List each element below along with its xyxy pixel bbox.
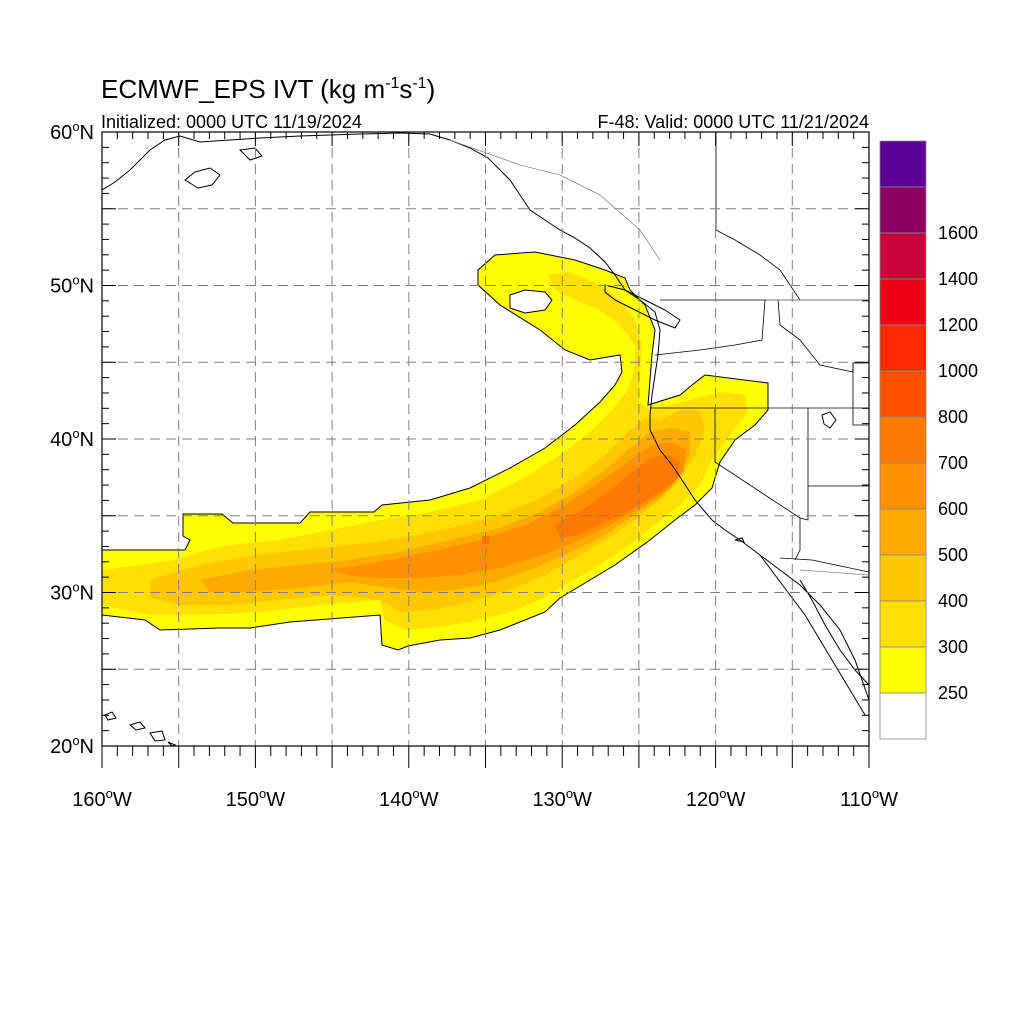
map-title: ECMWF_EPS IVT (kg m-1s-1) [101,74,435,104]
map-gridlines [102,132,869,746]
minor-borders [449,139,869,576]
color-legend: 250 300 400 500 600 700 800 1000 1200 1400 1600 [879,140,978,740]
legend-label: 400 [938,591,968,611]
legend-swatch [879,554,927,602]
lat-tick-label: 30oN [50,580,94,605]
initialized-label: Initialized: 0000 UTC 11/19/2024 [101,112,362,132]
lat-tick-label: 20oN [50,733,94,758]
lon-axis-labels: 160oW 150oW 140oW 130oW 120oW 110oW [72,786,898,811]
ivt-fill-500 [200,428,690,592]
legend-swatch [879,508,927,556]
legend-label: 300 [938,637,968,657]
legend-label: 250 [938,683,968,703]
axis-ticks [101,131,870,768]
legend-swatch [879,186,927,234]
ivt-hole [509,289,553,314]
legend-swatch [879,324,927,372]
legend-label: 800 [938,407,968,427]
valid-label: F-48: Valid: 0000 UTC 11/21/2024 [598,112,870,132]
lon-tick-label: 150oW [226,786,286,811]
coastlines [102,132,869,746]
legend-label: 600 [938,499,968,519]
legend-swatch [879,140,927,188]
legend-swatch [879,462,927,510]
legend-swatch [879,232,927,280]
lat-tick-label: 50oN [50,273,94,298]
legend-swatch [879,646,927,694]
ivt-fill-400 [150,410,705,612]
lon-tick-label: 110oW [840,786,898,811]
legend-label: 500 [938,545,968,565]
legend-swatch [879,278,927,326]
legend-label: 1400 [938,269,978,289]
legend-label: 1000 [938,361,978,381]
lon-tick-label: 120oW [686,786,746,811]
legend-label: 1600 [938,223,978,243]
lon-tick-label: 140oW [379,786,439,811]
legend-label: 1200 [938,315,978,335]
legend-swatch [879,416,927,464]
legend-swatch [879,692,927,740]
lat-axis-labels: 60oN 50oN 40oN 30oN 20oN [50,119,94,758]
lon-tick-label: 160oW [72,786,132,811]
legend-swatch [879,370,927,418]
lat-tick-label: 60oN [50,119,94,144]
legend-label: 700 [938,453,968,473]
legend-swatch [879,600,927,648]
lon-tick-label: 130oW [532,786,592,811]
ivt-fill-700 [555,455,680,538]
lat-tick-label: 40oN [50,426,94,451]
